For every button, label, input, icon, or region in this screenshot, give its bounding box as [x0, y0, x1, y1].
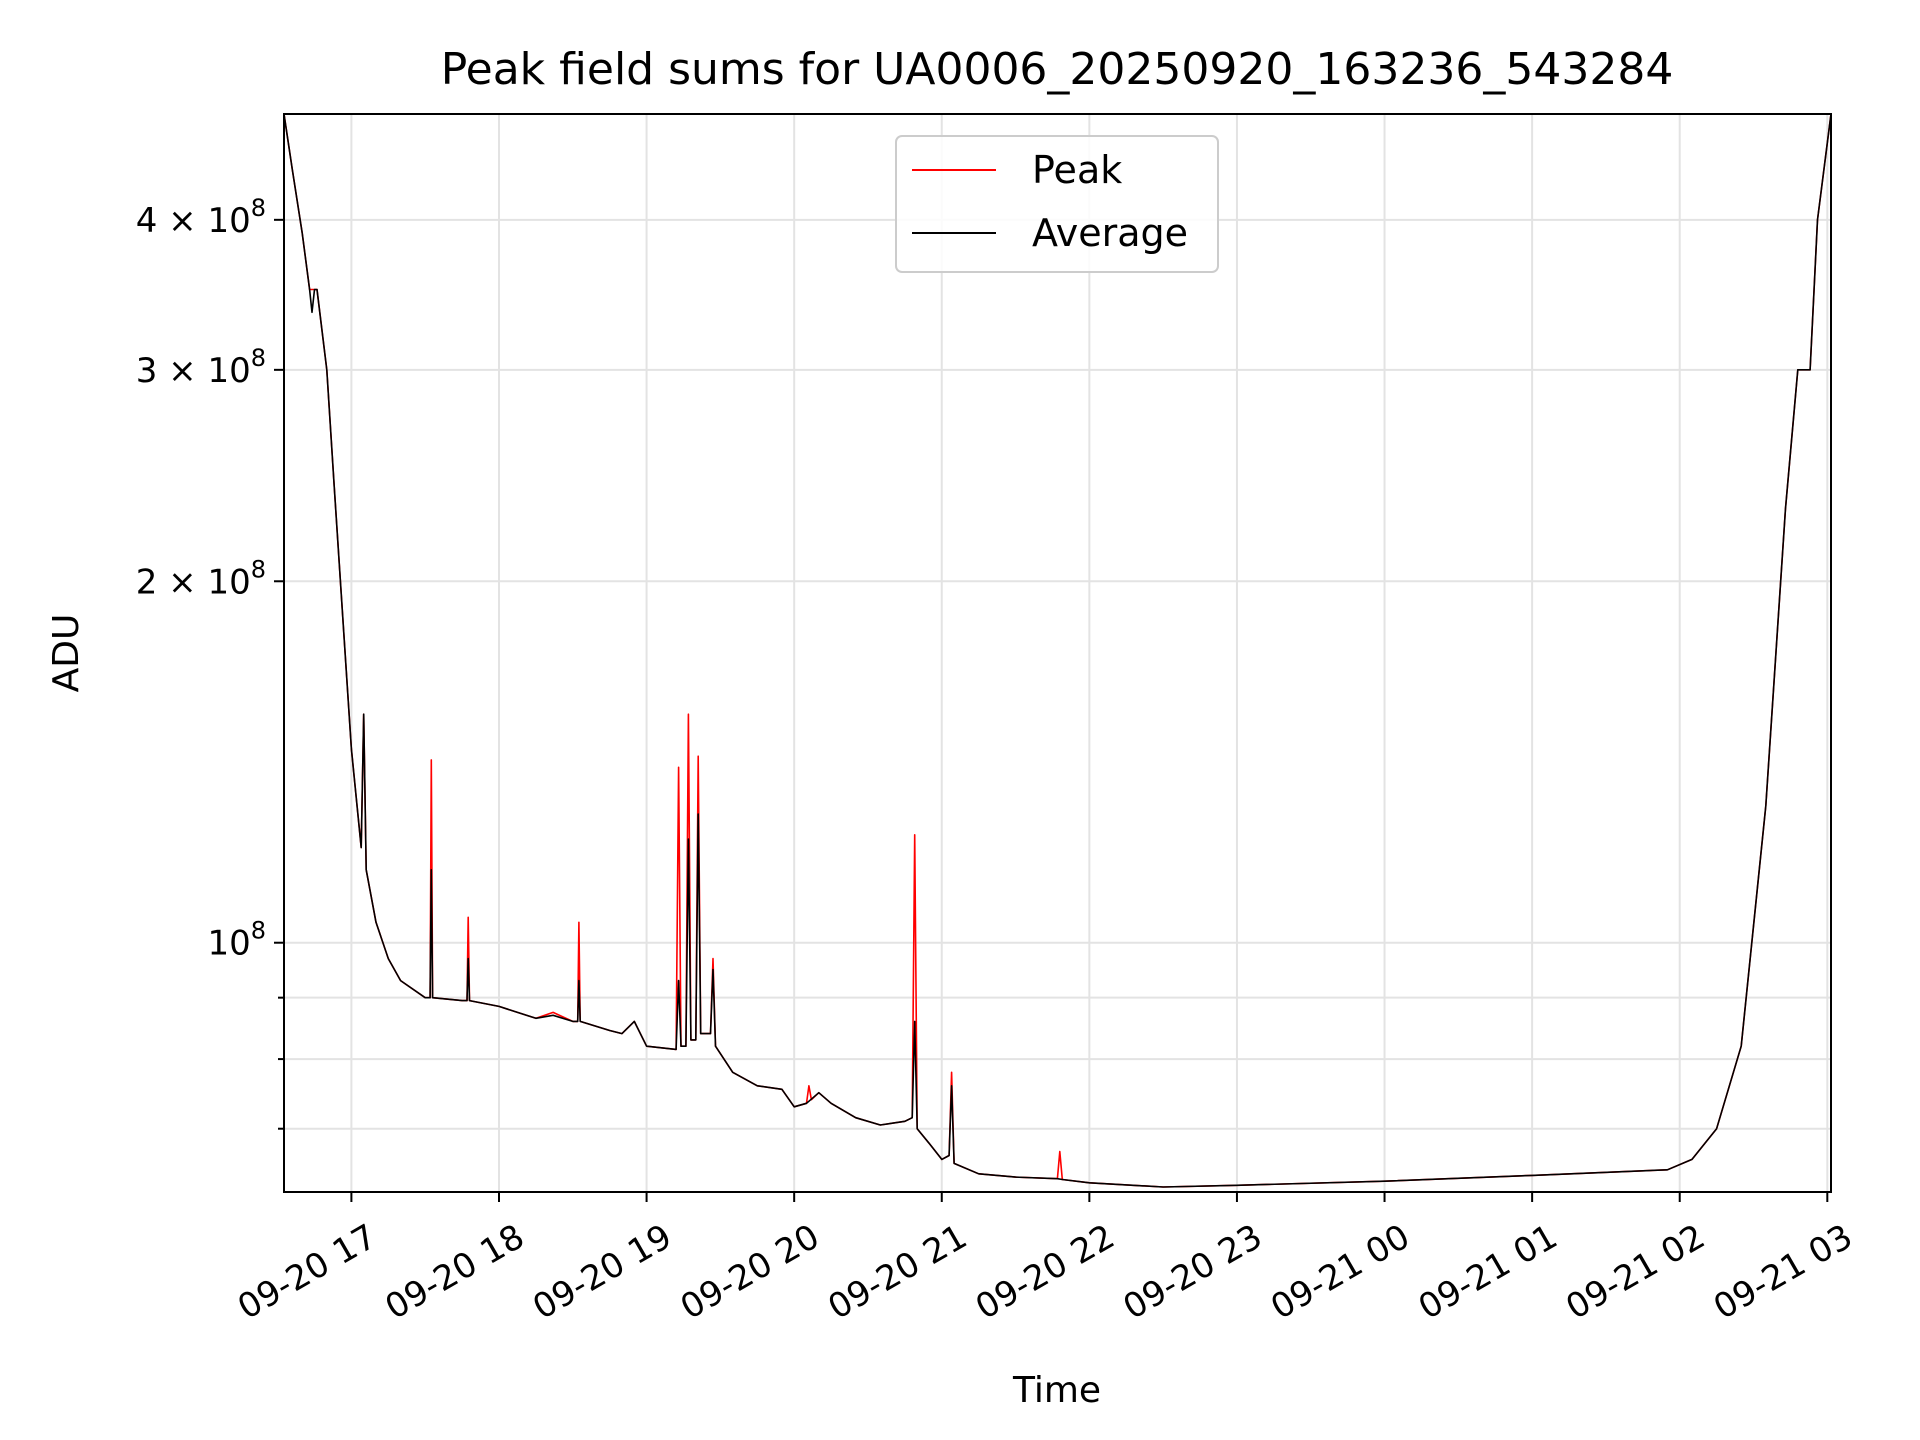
grid — [284, 114, 1831, 1192]
y-tick-label: 4 × 108 — [136, 194, 266, 241]
plot-frame — [283, 113, 1832, 1193]
y-axis-label: ADU — [46, 614, 87, 693]
legend: Peak Average — [895, 135, 1219, 273]
y-tick-label: 3 × 108 — [136, 344, 266, 391]
chart-title: Peak field sums for UA0006_20250920_1632… — [441, 44, 1674, 95]
legend-label-average: Average — [1032, 211, 1188, 255]
legend-label-peak: Peak — [1032, 148, 1122, 192]
series-layer — [284, 114, 1831, 1188]
x-axis-label: Time — [1012, 1370, 1101, 1411]
series-line-average — [284, 114, 1831, 1188]
y-tick-label: 2 × 108 — [136, 555, 266, 602]
